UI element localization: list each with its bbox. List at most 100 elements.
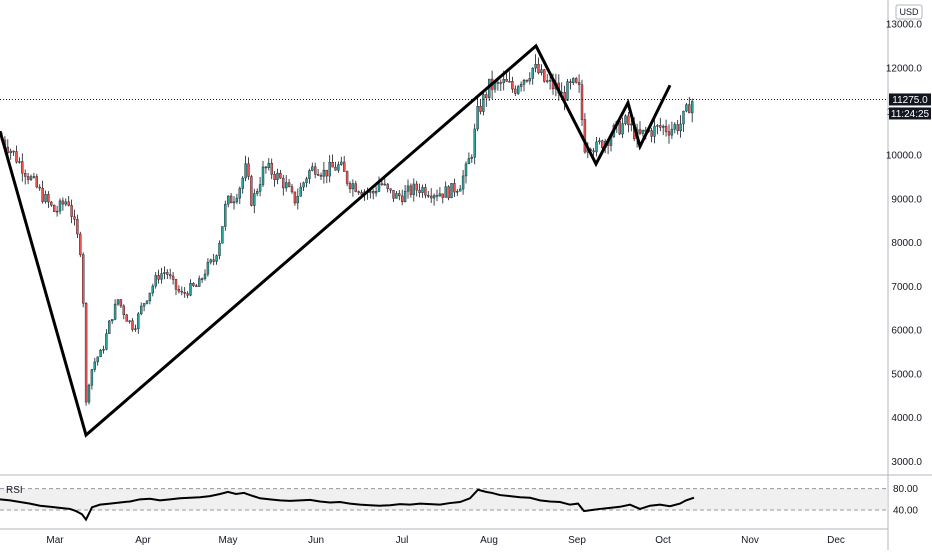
currency-badge[interactable]	[895, 4, 923, 20]
candle-down	[38, 186, 41, 189]
candle-up	[673, 124, 676, 130]
candle-up	[406, 185, 410, 192]
candle-up	[102, 348, 105, 351]
candle-up	[29, 176, 33, 180]
y-tick-label: 3000.0	[891, 457, 922, 468]
candle-up	[421, 187, 424, 193]
candle-up	[679, 123, 682, 131]
trendline-zigzag[interactable]	[0, 43, 672, 438]
countdown-tag	[889, 107, 931, 120]
candle-down	[505, 79, 508, 82]
candle-down	[580, 84, 584, 120]
candle-up	[44, 194, 47, 202]
candle-up	[244, 163, 247, 179]
candle-down	[314, 166, 317, 175]
candle-up	[148, 292, 152, 302]
candle-up	[374, 191, 378, 194]
candle-up	[624, 115, 627, 124]
candle-down	[174, 279, 178, 290]
candle-down	[618, 121, 621, 135]
candle-up	[96, 356, 99, 363]
candle-down	[343, 161, 346, 172]
candle-down	[514, 88, 517, 94]
candle-down	[667, 131, 671, 136]
candle-down	[282, 177, 285, 189]
candle-down	[583, 119, 587, 153]
candle-down	[12, 150, 15, 153]
candle-up	[311, 166, 314, 171]
rsi-band	[0, 488, 888, 510]
x-tick-label: Dec	[827, 535, 845, 546]
candle-up	[517, 86, 520, 94]
candle-up	[142, 303, 146, 307]
candle-up	[444, 186, 447, 198]
candle-down	[35, 176, 38, 188]
candle-down	[650, 130, 653, 137]
candle-up	[450, 183, 453, 199]
candle-up	[522, 79, 526, 85]
candle-up	[685, 104, 688, 112]
candle-down	[345, 171, 349, 184]
candle-up	[432, 195, 436, 199]
candle-down	[392, 190, 395, 199]
candle-down	[250, 176, 253, 206]
candle-up	[232, 201, 236, 204]
candle-down	[264, 166, 268, 169]
candle-down	[50, 201, 53, 206]
candle-up	[653, 125, 656, 137]
y-tick-label: 9000.0	[891, 194, 922, 205]
candle-down	[447, 186, 450, 199]
candle-down	[537, 63, 540, 74]
currency-label: USD	[899, 7, 919, 17]
candle-up	[305, 178, 308, 184]
x-tick-label: May	[219, 535, 238, 546]
y-tick-label: 8000.0	[891, 238, 922, 249]
candle-down	[348, 183, 352, 190]
x-tick-label: Jun	[308, 535, 324, 546]
y-tick-label: 7000.0	[891, 282, 922, 293]
candle-down	[499, 82, 502, 84]
rsi-level-label: 80.00	[893, 484, 918, 495]
y-axis-ticks: 13000.012000.011000.010000.09000.08000.0…	[886, 20, 923, 468]
candle-up	[459, 188, 462, 192]
candle-down	[659, 125, 662, 128]
candle-down	[316, 174, 320, 176]
candle-up	[128, 320, 131, 322]
candle-up	[531, 67, 534, 79]
candle-up	[154, 275, 157, 287]
candle-down	[409, 185, 413, 195]
candle-down	[287, 182, 291, 187]
candle-down	[430, 195, 433, 199]
candle-up	[18, 161, 21, 163]
candle-down	[357, 191, 360, 193]
candle-up	[438, 193, 442, 197]
candle-up	[285, 182, 288, 189]
candle-up	[548, 79, 552, 82]
candle-up	[595, 141, 598, 153]
candle-up	[241, 177, 244, 189]
candle-down	[41, 187, 44, 202]
candle-up	[508, 81, 511, 83]
candle-up	[113, 303, 117, 320]
candle-down	[372, 191, 375, 194]
y-tick-label: 5000.0	[891, 369, 922, 380]
candle-down	[270, 163, 273, 175]
candle-up	[572, 78, 575, 84]
candle-down	[247, 163, 250, 177]
candle-down	[435, 195, 439, 197]
candle-down	[212, 259, 215, 262]
candle-down	[290, 186, 294, 193]
candle-up	[662, 125, 665, 128]
candle-down	[664, 125, 668, 132]
candle-up	[267, 163, 270, 168]
candle-up	[116, 299, 120, 305]
candle-up	[64, 201, 68, 205]
rsi-title: RSI	[6, 485, 23, 496]
candle-up	[203, 273, 207, 279]
rsi-level-label: 40.00	[893, 506, 918, 517]
candle-up	[461, 175, 465, 190]
x-tick-label: Nov	[741, 535, 759, 546]
candle-down	[453, 183, 456, 193]
candle-up	[540, 69, 543, 74]
candle-up	[209, 259, 213, 263]
